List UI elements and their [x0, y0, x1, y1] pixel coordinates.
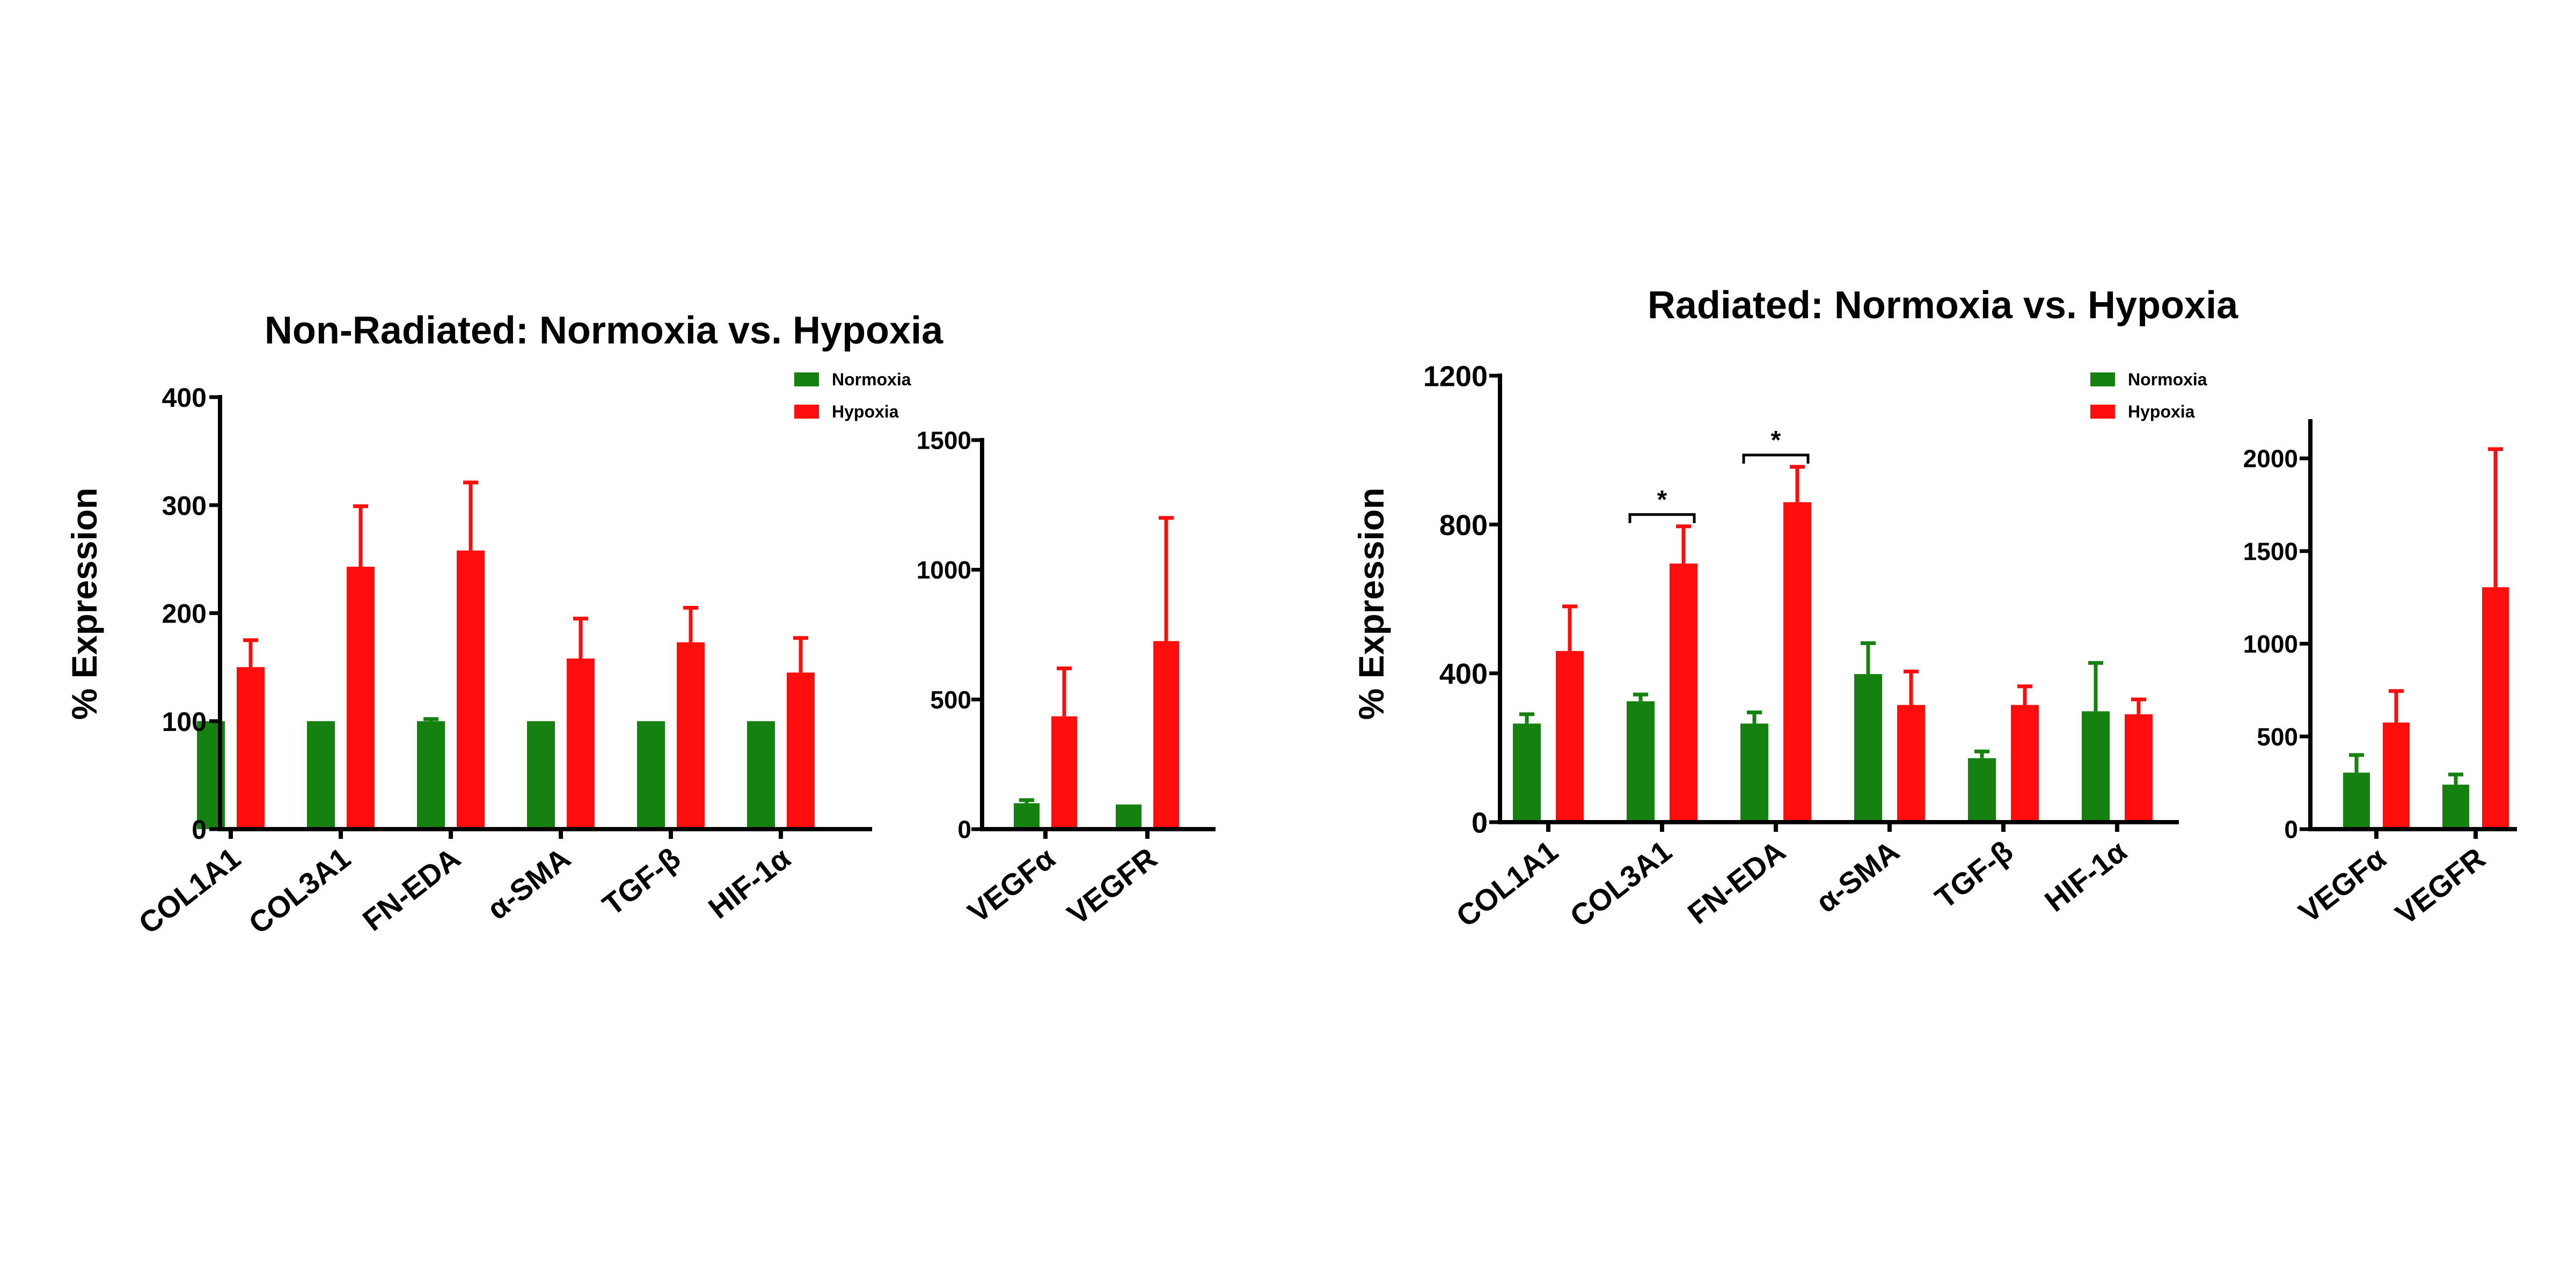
y-tick-label-1200: 1200 [1423, 360, 1488, 392]
legend-label-normoxia: Normoxia [832, 370, 911, 389]
y-tick-label-0: 0 [192, 815, 207, 845]
bar-normoxia-hif-1 [2082, 711, 2110, 822]
bar-hypoxia-fn-eda [1783, 502, 1811, 822]
bar-hypoxia-hif-1 [787, 672, 815, 829]
panel1-non-radiated-main: Non-Radiated: Normoxia vs. Hypoxia % Expr… [64, 309, 943, 940]
x-tick-label-col1a1: COL1A1 [1450, 834, 1564, 934]
x-tick-label-tgf: TGF-β [596, 841, 687, 922]
x-tick-label-col1a1: COL1A1 [133, 841, 247, 941]
legend-swatch-hypoxia [794, 405, 819, 419]
bar-hypoxia-hif-1 [2125, 714, 2153, 822]
bar-hypoxia-tgf [2011, 705, 2039, 822]
bar-hypoxia-sma [1897, 705, 1925, 822]
bar-hypoxia-fn-eda [457, 550, 485, 829]
bar-hypoxia-vegf [2383, 722, 2410, 829]
bar-hypoxia-col3a1 [347, 566, 375, 829]
x-tick-label-tgf: TGF-β [1929, 834, 2019, 915]
legend-label-hypoxia: Hypoxia [832, 402, 899, 421]
legend-label-hypoxia: Hypoxia [2128, 402, 2195, 421]
y-tick-label-400: 400 [1439, 658, 1488, 690]
x-tick-label-fn-eda: FN-EDA [1681, 834, 1791, 931]
bar-hypoxia-vegf [1051, 716, 1077, 829]
bar-hypoxia-sma [567, 658, 595, 829]
y-tick-label-1000: 1000 [917, 556, 971, 584]
x-tick-label-fn-eda: FN-EDA [356, 841, 466, 938]
y-tick-label-400: 400 [162, 383, 207, 413]
y-tick-label-300: 300 [162, 491, 207, 521]
bar-normoxia-vegf [1014, 803, 1040, 829]
bar-normoxia-vegf [2343, 772, 2370, 829]
significance-bracket-col3a1 [1628, 513, 1696, 523]
bar-normoxia-sma [527, 721, 555, 829]
y-axis-label: % Expression [64, 488, 104, 720]
y-tick-label-0: 0 [957, 816, 971, 844]
significance-star-col3a1: * [1657, 486, 1667, 514]
bar-hypoxia-col3a1 [1670, 564, 1697, 822]
x-tick-label-vegfr: VEGFR [1061, 841, 1163, 931]
bar-hypoxia-vegfr [1153, 641, 1179, 829]
y-tick-label-2000: 2000 [2243, 445, 2298, 473]
y-tick-label-100: 100 [162, 707, 207, 737]
bar-normoxia-sma [1854, 674, 1882, 822]
y-tick-label-500: 500 [2257, 723, 2298, 751]
x-tick-label-sma: α-SMA [481, 841, 577, 926]
bar-hypoxia-vegfr [2482, 587, 2509, 829]
y-tick-label-1500: 1500 [917, 427, 971, 455]
bar-normoxia-tgf [637, 721, 665, 829]
y-tick-label-1000: 1000 [2243, 630, 2298, 658]
y-tick-label-1500: 1500 [2243, 537, 2298, 565]
panel3-radiated-main: Radiated: Normoxia vs. Hypoxia % Expressi… [1351, 284, 2238, 933]
chart-title: Non-Radiated: Normoxia vs. Hypoxia [265, 309, 943, 352]
x-tick-label-col3a1: COL3A1 [1564, 834, 1678, 934]
y-tick-label-800: 800 [1439, 509, 1488, 541]
x-tick-label-sma: α-SMA [1810, 834, 1906, 919]
legend-label-normoxia: Normoxia [2128, 370, 2207, 389]
bar-hypoxia-tgf [677, 642, 705, 829]
bar-normoxia-vegfr [2442, 785, 2469, 829]
bar-normoxia-col1a1 [1513, 723, 1541, 822]
bar-hypoxia-col1a1 [1556, 651, 1584, 822]
x-tick-label-hif-1: HIF-1α [2038, 834, 2133, 918]
x-tick-label-vegf: VEGFα [2292, 841, 2392, 930]
bar-normoxia-col3a1 [307, 721, 335, 829]
y-tick-label-500: 500 [930, 686, 971, 714]
y-tick-label-0: 0 [2284, 816, 2298, 844]
legend-swatch-hypoxia [2090, 405, 2115, 419]
significance-bracket-fn-eda [1742, 453, 1810, 464]
bar-normoxia-fn-eda [417, 721, 445, 829]
chart-title: Radiated: Normoxia vs. Hypoxia [1648, 284, 2238, 327]
legend-swatch-normoxia [2090, 372, 2115, 386]
bar-normoxia-vegfr [1116, 804, 1141, 829]
significance-star-fn-eda: * [1771, 426, 1781, 455]
legend-swatch-normoxia [794, 372, 819, 386]
bar-normoxia-hif-1 [747, 721, 775, 829]
x-tick-label-vegfr: VEGFR [2389, 841, 2492, 931]
panel2-non-radiated-vegf: VEGFα VEGFR 0 500 1000 1500 [917, 427, 1216, 931]
y-tick-label-200: 200 [162, 599, 207, 629]
x-tick-label-col3a1: COL3A1 [243, 841, 357, 941]
bar-normoxia-fn-eda [1740, 723, 1768, 822]
x-tick-label-hif-1: HIF-1α [702, 841, 796, 925]
x-tick-label-vegf: VEGFα [961, 841, 1061, 930]
bar-normoxia-col3a1 [1627, 701, 1655, 822]
bar-hypoxia-col1a1 [237, 667, 265, 829]
y-axis-label: % Expression [1351, 488, 1391, 720]
y-tick-label-0: 0 [1472, 807, 1488, 839]
bar-normoxia-tgf [1968, 758, 1996, 822]
